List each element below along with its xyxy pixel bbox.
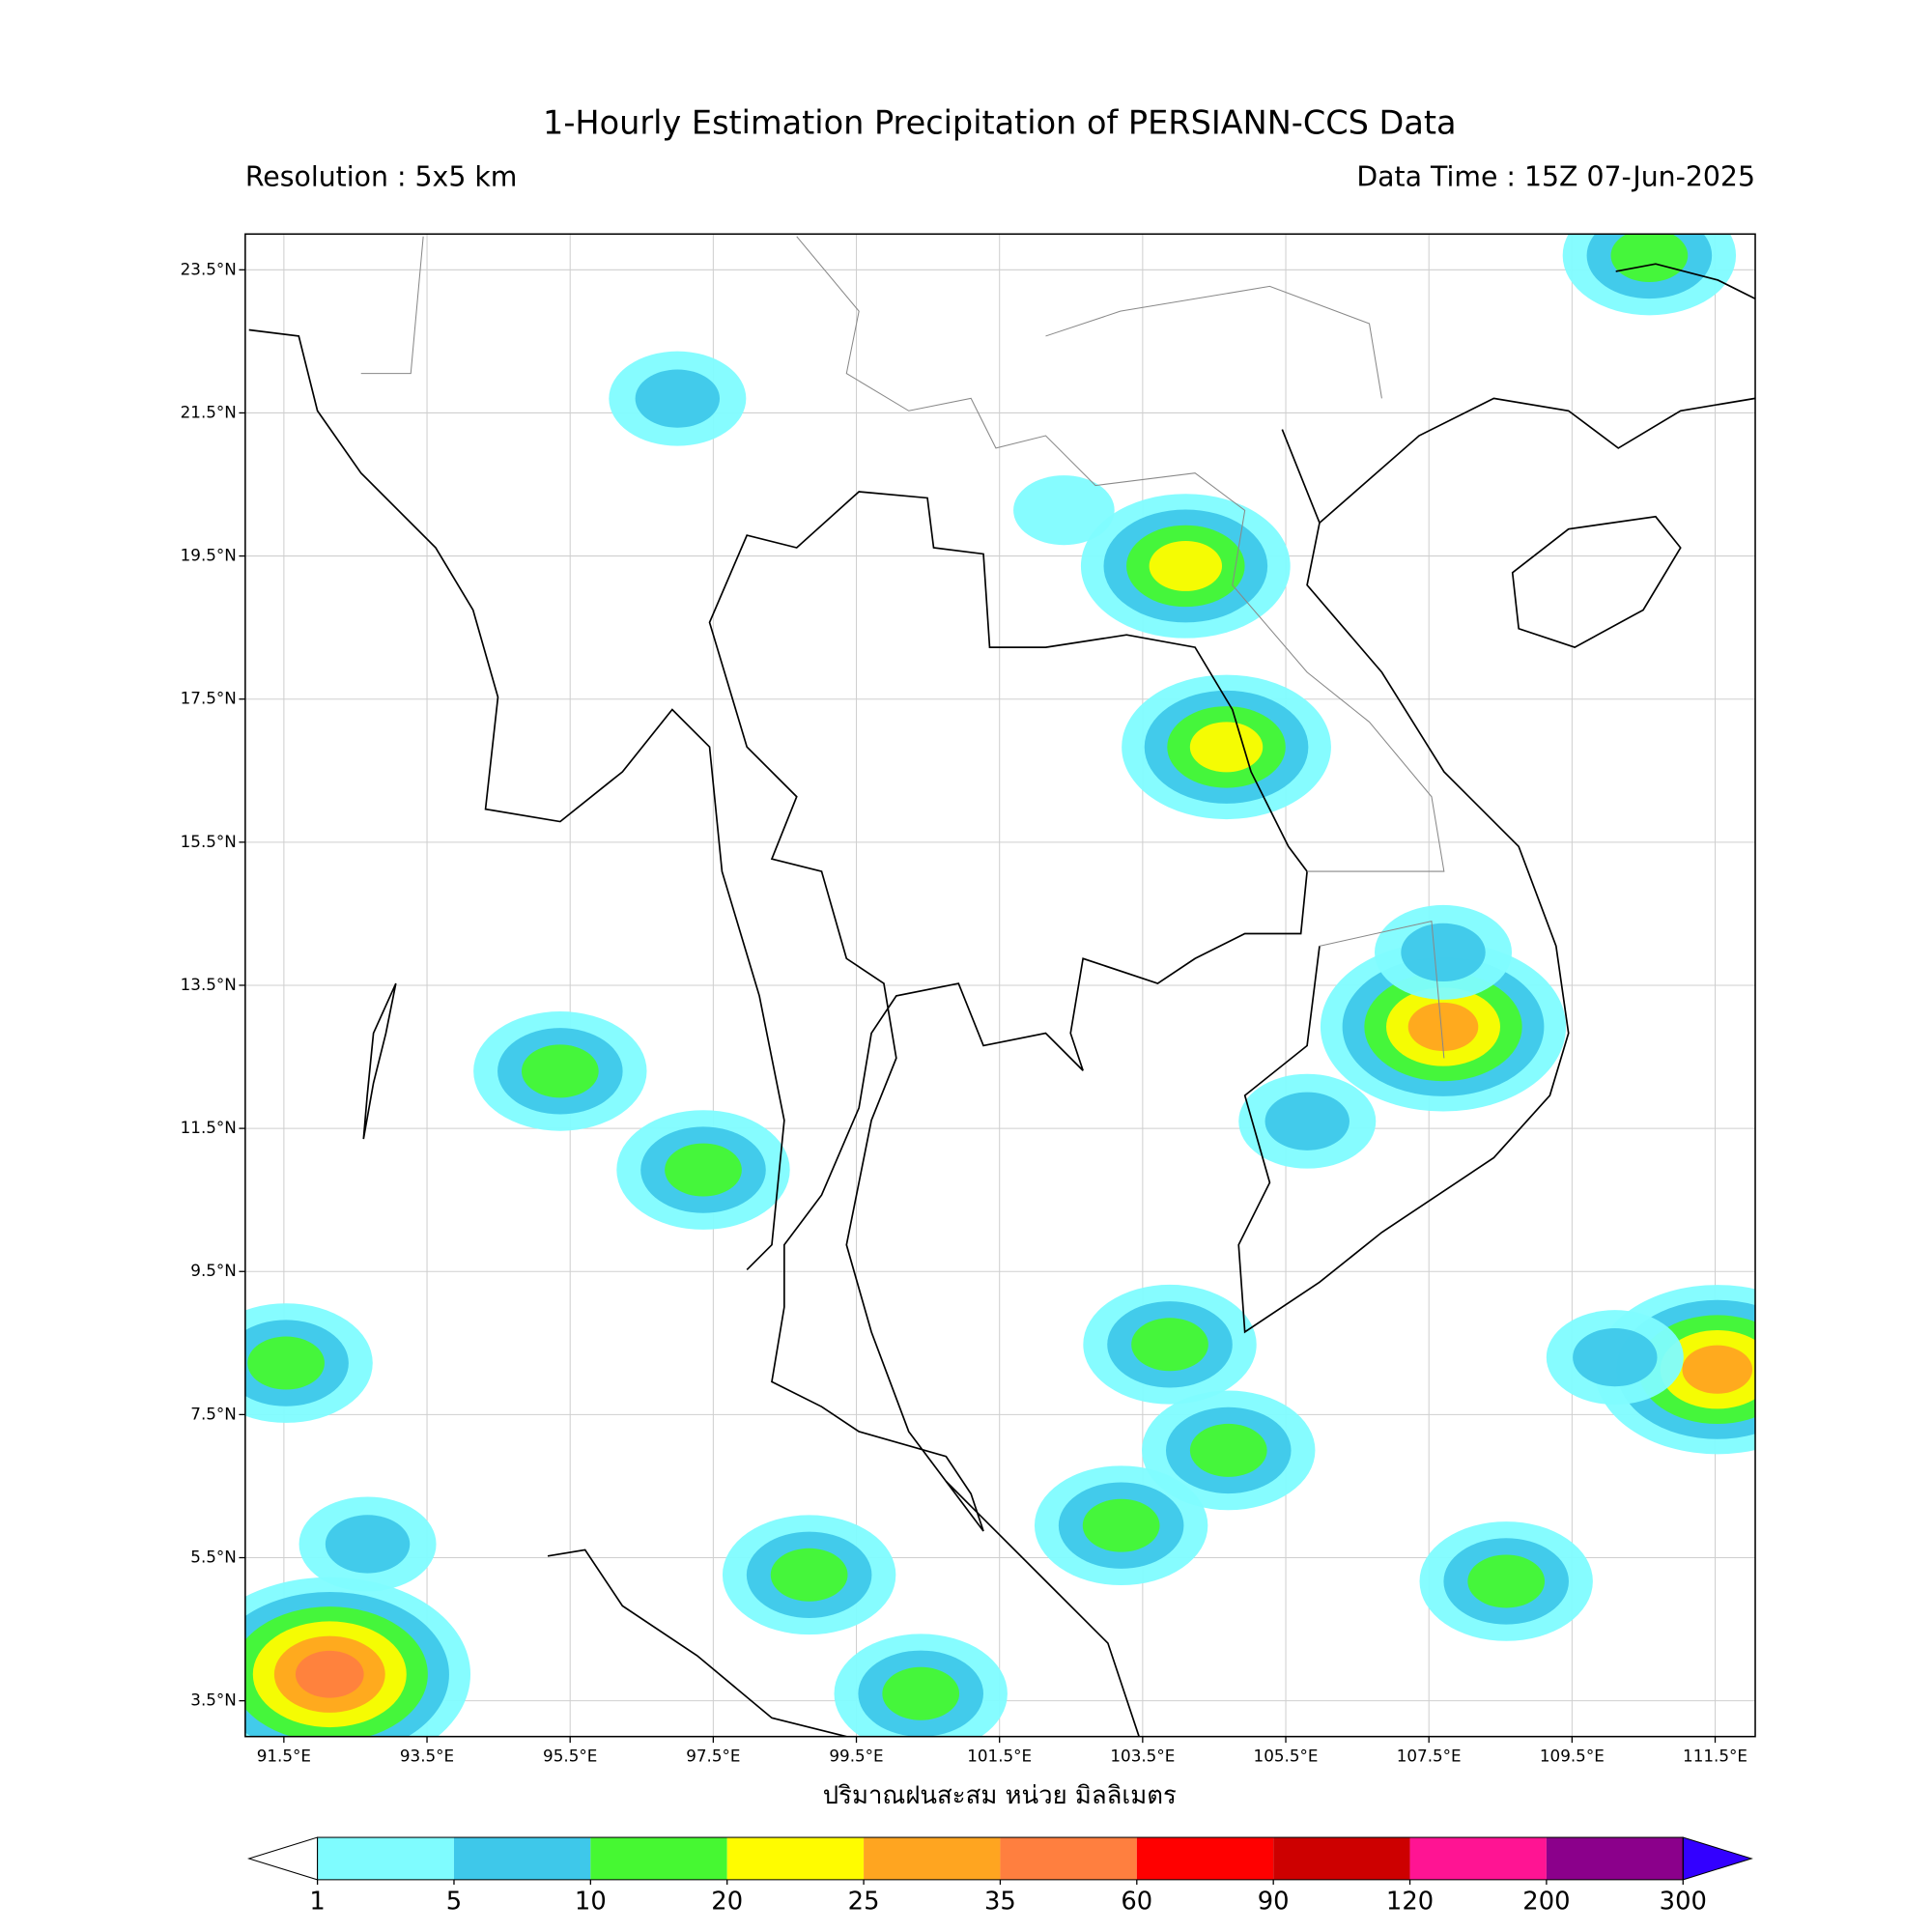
colorbar-over [1682,1836,1753,1881]
y-tick-label: 13.5°N [181,975,237,994]
rain-cell [882,1666,960,1720]
rain-cell [1189,722,1264,773]
colorbar-label: 20 [711,1888,743,1917]
y-tick-label: 21.5°N [181,402,237,421]
rain-cell [521,1044,599,1098]
x-tick-label: 101.5°E [967,1746,1032,1765]
colorbar-segment [1273,1837,1410,1880]
colorbar-segment [1136,1837,1274,1880]
colorbar-label: 300 [1660,1888,1707,1917]
rain-cell [1467,1554,1546,1608]
y-tick-label: 17.5°N [181,689,237,708]
rain-cell [325,1515,411,1574]
colorbar-segment [1000,1837,1137,1880]
rain-cell [635,369,721,428]
andaman-islands [362,982,397,1140]
x-tick-label: 97.5°E [686,1746,740,1765]
x-tick-label: 99.5°E [829,1746,883,1765]
myanmar-coast [248,328,785,1271]
colorbar-label: 5 [446,1888,462,1917]
rain-cell [1149,540,1223,591]
title: 1-Hourly Estimation Precipitation of PER… [543,103,1457,141]
coastlines [248,236,1756,1737]
rain-cell [247,1336,325,1390]
y-tick-label: 11.5°N [181,1118,237,1137]
x-tick-label: 103.5°E [1110,1746,1175,1765]
y-tick-label: 3.5°N [190,1690,237,1710]
y-tick-label: 15.5°N [181,832,237,851]
colorbar-segment [590,1837,727,1880]
rain-cell [1131,1318,1208,1372]
rain-cell [1407,1002,1479,1051]
y-tick-label: 19.5°N [181,546,237,565]
colorbar-label: 1 [309,1888,325,1917]
sumatra-coast [547,1548,847,1737]
rain-layer [244,234,1756,1737]
vietnam-coast [1237,429,1570,1334]
x-tick-label: 111.5°E [1683,1746,1747,1765]
x-tick-label: 105.5°E [1254,1746,1319,1765]
rain-cell [1682,1345,1753,1394]
resolution: Resolution : 5x5 km [245,160,518,192]
rain-cell [295,1650,364,1698]
rain-cell [1013,475,1115,546]
rain-cell [1189,1423,1267,1477]
rain-cell [1082,1498,1160,1552]
country-borders [360,236,1445,1059]
china-south-coast [1615,263,1756,300]
colorbar-segment [453,1837,591,1880]
rain-cell [770,1548,848,1602]
colorbar-under [246,1836,319,1881]
colorbar-label: 35 [984,1888,1016,1917]
colorbar-label: 200 [1522,1888,1570,1917]
colorbar-label: 10 [575,1888,607,1917]
rain-cell [665,1143,742,1197]
x-axis-label: ปริมาณฝนสะสม หน่วย มิลลิเมตร [823,1781,1177,1810]
colorbar-label: 90 [1258,1888,1290,1917]
data-time: Data Time : 15Z 07-Jun-2025 [1356,160,1755,192]
y-tick-label: 5.5°N [190,1548,237,1567]
china-coast [1319,397,1756,524]
rain-cell [1401,923,1486,982]
hainan [1511,515,1682,649]
colorbar-label: 120 [1386,1888,1434,1917]
rain-cell [1264,1092,1350,1151]
y-tick-label: 7.5°N [190,1404,237,1423]
colorbar-segment [1409,1837,1547,1880]
y-tick-label: 23.5°N [181,259,237,278]
colorbar-segment [317,1837,454,1880]
colorbar: 1 5 10 20 25 35 60 90 120 200 300 [246,1836,1753,1917]
colorbar-label: 25 [848,1888,880,1917]
colorbar-segment [1546,1837,1684,1880]
colorbar-label: 60 [1121,1888,1152,1917]
x-tick-label: 93.5°E [400,1746,454,1765]
rain-cell [1610,234,1689,282]
grid-layer [244,234,1756,1737]
colorbar-segment [864,1837,1001,1880]
rain-cell [1573,1327,1658,1387]
y-tick-label: 9.5°N [190,1261,237,1280]
malay-east-coast [945,1480,1140,1737]
x-tick-label: 109.5°E [1540,1746,1605,1765]
colorbar-segment [726,1837,865,1880]
x-tick-label: 107.5°E [1397,1746,1462,1765]
x-tick-label: 91.5°E [257,1746,311,1765]
thailand [708,491,1308,1532]
x-tick-label: 95.5°E [543,1746,597,1765]
